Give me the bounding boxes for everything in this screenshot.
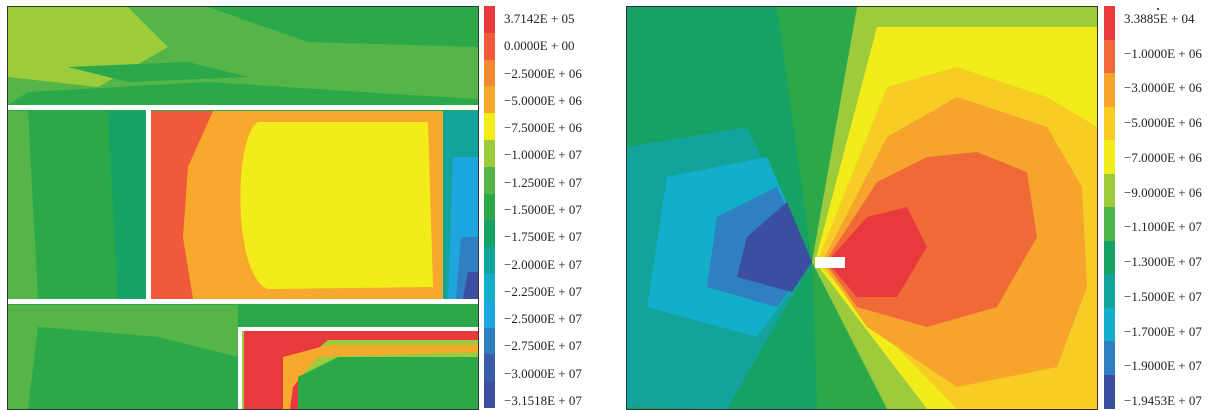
- right-colorbar-swatch: [1104, 307, 1115, 342]
- left-colorbar-tick-label: −2.0000E + 07: [504, 256, 582, 272]
- right-colorbar-swatch: [1104, 374, 1115, 409]
- left-colorbar-swatch: [484, 381, 495, 409]
- left-colorbar-tick-label: −2.7500E + 07: [504, 338, 582, 354]
- left-colorbar-tick-label: −1.0000E + 07: [504, 147, 582, 163]
- right-colorbar-swatch: [1104, 39, 1115, 74]
- right-colorbar-swatch: [1104, 73, 1115, 107]
- left-colorbar-swatch: [484, 86, 495, 114]
- right-colorbar-tick-label: −1.9000E + 07: [1124, 358, 1202, 374]
- right-colorbar-swatch: [1104, 173, 1115, 208]
- left-colorbar-swatch: [484, 247, 495, 275]
- left-colorbar-tick-label: −7.5000E + 06: [504, 120, 582, 136]
- left-colorbar-tick-label: −3.1518E + 07: [504, 393, 582, 408]
- right-colorbar-tick-label: −1.1000E + 07: [1124, 219, 1202, 235]
- right-colorbar-swatch: [1104, 274, 1115, 308]
- right-colorbar-tick-label: −9.0000E + 06: [1124, 184, 1202, 200]
- left-colorbar-swatch: [484, 6, 495, 34]
- right-colorbar-swatch: [1104, 207, 1115, 241]
- left-colorbar-swatch: [484, 300, 495, 329]
- left-colorbar-swatch: [484, 354, 495, 382]
- left-colorbar-tick-label: −1.2500E + 07: [504, 174, 582, 190]
- left-colorbar-tick-label: 3.7142E + 05: [504, 11, 575, 26]
- left-colorbar-swatch: [484, 193, 495, 221]
- right-colorbar-tick-label: −1.0000E + 06: [1124, 45, 1202, 61]
- left-colorbar-tick-label: −3.0000E + 07: [504, 365, 582, 381]
- marker-dot: [1157, 8, 1159, 10]
- left-colorbar-swatch: [484, 32, 495, 61]
- left-colorbar-swatch: [484, 327, 495, 355]
- left-colorbar-tick-label: −1.7500E + 07: [504, 229, 582, 245]
- left-colorbar-tick-label: −5.0000E + 06: [504, 92, 582, 108]
- left-colorbar-tick-label: −2.5000E + 06: [504, 65, 582, 81]
- right-colorbar-swatch: [1104, 341, 1115, 375]
- left-colorbar-tick-label: −2.2500E + 07: [504, 283, 582, 299]
- right-colorbar-tick-label: −5.0000E + 06: [1124, 115, 1202, 131]
- right-colorbar: 3.3885E + 04 −1.0000E + 06 −3.0000E + 06 −5…: [1104, 6, 1229, 409]
- left-colorbar: 3.7142E + 05 0.0000E + 00 −2.5000E + 06 −5.…: [484, 6, 614, 409]
- right-colorbar-tick-label: −1.5000E + 07: [1124, 288, 1202, 304]
- right-colorbar-swatch: [1104, 140, 1115, 174]
- left-colorbar-swatch: [484, 220, 495, 248]
- right-colorbar-tick-label: −3.0000E + 06: [1124, 80, 1202, 96]
- right-colorbar-tick-label: 3.3885E + 04: [1124, 11, 1195, 26]
- left-colorbar-tick-label: −2.5000E + 07: [504, 311, 582, 327]
- right-colorbar-tick-label: −7.0000E + 06: [1124, 149, 1202, 165]
- right-colorbar-swatch: [1104, 240, 1115, 275]
- left-colorbar-swatch: [484, 274, 495, 302]
- left-colorbar-swatch: [484, 113, 495, 141]
- left-contour-plot: [7, 6, 479, 410]
- right-contour-field: [627, 7, 1097, 409]
- left-colorbar-swatch: [484, 59, 495, 87]
- right-colorbar-swatch: [1104, 106, 1115, 141]
- left-colorbar-swatch: [484, 166, 495, 195]
- right-contour-plot: [626, 6, 1098, 410]
- left-contour-field: [8, 7, 478, 409]
- right-colorbar-tick-label: −1.7000E + 07: [1124, 323, 1202, 339]
- right-colorbar-tick-label: −1.9453E + 07: [1124, 393, 1202, 408]
- left-colorbar-tick-label: 0.0000E + 00: [504, 38, 575, 54]
- right-colorbar-tick-label: −1.3000E + 07: [1124, 254, 1202, 270]
- left-colorbar-swatch: [484, 140, 495, 168]
- right-colorbar-swatch: [1104, 6, 1115, 40]
- left-colorbar-tick-label: −1.5000E + 07: [504, 202, 582, 217]
